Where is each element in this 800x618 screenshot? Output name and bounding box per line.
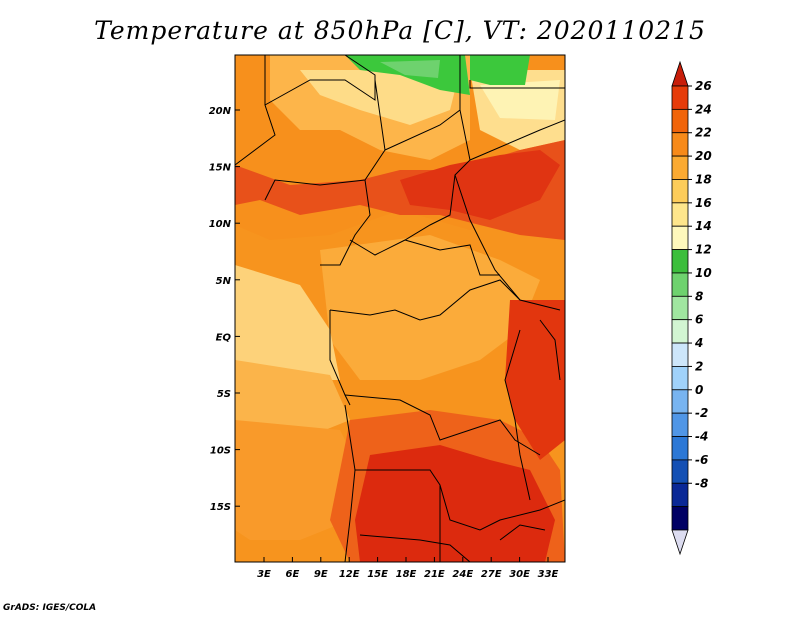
colorbar-label: 2 [695,359,703,373]
colorbar-swatch [671,389,689,414]
lon-axis: 3E 6E 9E 12E 15E 18E 21E 24E 27E 30E 33E [257,557,559,580]
colorbar-label: 14 [695,219,712,233]
field-green-east [470,55,530,85]
field-central-mild [320,235,540,380]
colorbar-label: 16 [695,196,712,210]
colorbar-swatch [671,155,689,180]
lon-label: 6E [286,569,300,580]
field-gulf-warm [235,360,350,440]
field-sahel-hotter [400,150,560,220]
colorbar-swatch [671,108,689,134]
country-borders [235,55,565,562]
colorbar-swatch [671,482,689,508]
colorbar-swatch [671,132,689,157]
colorbar-swatch [671,85,689,110]
field-rift-hot [505,300,565,460]
lon-label: 18E [396,569,417,580]
lat-label: 10S [210,446,231,457]
colorbar-label: 18 [695,172,712,186]
lat-label: 10N [209,219,232,230]
lat-label: 15S [210,502,231,513]
lon-label: 21E [424,569,445,580]
colorbar-label: 4 [694,336,703,350]
colorbar-bottom-arrow [671,529,689,556]
colorbar-label: 6 [695,313,703,327]
colorbar-swatch [671,366,689,391]
colorbar-label: -4 [695,430,708,444]
colorbar-label: 0 [695,383,703,397]
field-sahara-cool [300,70,460,125]
lon-label: 9E [314,569,328,580]
lat-label: EQ [216,332,232,343]
lat-label: 15N [209,163,232,174]
colorbar-swatch [671,179,689,204]
field-gulf-pale [235,265,340,380]
colorbar-swatch [671,202,689,227]
temperature-field [235,55,565,562]
colorbar-swatch [671,272,689,297]
colorbar-label: 20 [695,149,712,163]
colorbar-top-arrow [671,60,689,87]
field-east-pale [480,80,560,120]
colorbar-label: 22 [695,126,712,140]
lon-label: 12E [339,569,360,580]
lon-label: 24E [452,569,473,580]
colorbar-label: -6 [695,453,708,467]
colorbar-swatch [671,342,689,367]
colorbar-label: 24 [695,102,712,116]
colorbar-swatch [671,225,689,250]
lon-label: 30E [509,569,530,580]
colorbar-label: -8 [695,476,708,490]
colorbar-swatch [671,249,689,274]
colorbar-label: 12 [695,243,712,257]
lon-label: 15E [367,569,388,580]
map-frame [234,54,566,563]
colorbar-swatch [671,506,689,531]
field-green-light [380,60,440,78]
lat-label: 5S [217,389,231,400]
colorbar-label: 26 [695,79,712,93]
grads-credit: GrADS: IGES/COLA [3,603,97,613]
field-angola-hot [355,445,555,562]
colorbar-label: 10 [695,266,712,280]
lat-label: 5N [216,276,232,287]
colorbar-label: -2 [695,406,708,420]
colorbar-label: 8 [695,289,703,303]
lat-axis: 20N 15N 10N 5N EQ 5S 10S 15S [209,106,240,513]
lon-label: 27E [481,569,502,580]
colorbar-swatch [671,459,689,484]
colorbar-swatch [671,319,689,344]
lon-label: 3E [257,569,271,580]
colorbar-swatch [671,295,689,321]
colorbar-swatch [671,436,689,461]
lon-label: 33E [538,569,559,580]
colorbar-swatch [671,412,689,437]
lat-label: 20N [209,106,232,117]
chart-title: Temperature at 850hPa [C], VT: 202011021… [94,16,706,45]
field-ocean-south [235,420,360,540]
